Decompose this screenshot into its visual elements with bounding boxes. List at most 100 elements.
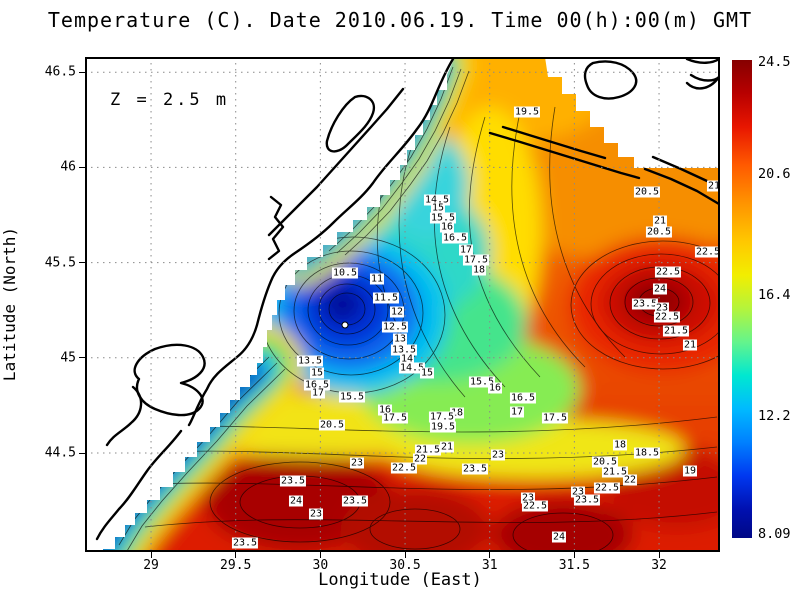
contour-label: 12 xyxy=(389,306,405,318)
contour-label: 19.5 xyxy=(429,421,457,433)
colorbar-tick-label: 8.09 xyxy=(758,526,791,542)
y-tick-label: 45.5 xyxy=(44,255,76,271)
contour-label: 21.5 xyxy=(601,466,629,478)
contour-label: 22 xyxy=(622,474,638,486)
station-marker xyxy=(341,321,349,329)
temperature-field xyxy=(85,57,720,552)
contour-label: 23.5 xyxy=(341,495,369,507)
x-tick-label: 31.5 xyxy=(558,558,591,573)
contour-label: 16 xyxy=(439,221,455,233)
contour-label: 11 xyxy=(369,273,385,285)
contour-label: 13.5 xyxy=(296,355,324,367)
x-tick-label: 29.5 xyxy=(220,558,252,573)
x-tick-label: 32 xyxy=(651,558,667,573)
contour-label: 23.5 xyxy=(231,537,259,549)
contour-label: 17 xyxy=(310,387,326,399)
y-tick-label: 45 xyxy=(60,350,76,366)
map-canvas xyxy=(85,57,720,552)
contour-label: 13 xyxy=(392,333,408,345)
contour-label: 19 xyxy=(682,465,698,477)
y-tick-mark xyxy=(79,166,85,168)
chart-title: Temperature (C). Date 2010.06.19. Time 0… xyxy=(47,8,753,32)
contour-label: 15.5 xyxy=(338,391,366,403)
contour-label: 23.5 xyxy=(279,475,307,487)
contour-label: 18 xyxy=(471,264,487,276)
x-tick-label: 30 xyxy=(312,558,329,573)
contour-label: 23.5 xyxy=(631,298,659,310)
y-tick-mark xyxy=(79,452,85,454)
contour-label: 15.5 xyxy=(429,212,457,224)
contour-label: 22.5 xyxy=(694,246,720,258)
contour-label: 12.5 xyxy=(381,321,409,333)
contour-label: 13.5 xyxy=(390,344,418,356)
contour-label: 15 xyxy=(309,367,325,379)
x-tick-mark xyxy=(319,552,321,558)
contour-label: 21 xyxy=(652,215,668,227)
contour-label: 22.5 xyxy=(654,266,682,278)
contour-label: 15 xyxy=(419,367,435,379)
contour-label: 21.5 xyxy=(414,444,442,456)
y-tick-mark xyxy=(79,71,85,73)
contour-label: 14 xyxy=(399,353,415,365)
colorbar-tick-label: 24.5 xyxy=(758,54,791,70)
contour-label: 17.5 xyxy=(462,254,490,266)
contour-label: 23 xyxy=(570,486,586,498)
contour-label: 15 xyxy=(430,202,446,214)
contour-label: 23 xyxy=(308,508,324,520)
contour-label: 16.5 xyxy=(441,232,469,244)
y-axis-label: Latitude (North) xyxy=(0,226,19,382)
contour-label: 20.5 xyxy=(645,226,673,238)
contour-label: 17.5 xyxy=(381,412,409,424)
colorbar-tick-label: 12.2 xyxy=(758,407,791,424)
x-tick-label: 29 xyxy=(143,558,159,573)
contour-label: 23 xyxy=(654,302,670,314)
x-tick-label: 31 xyxy=(481,558,498,573)
contour-label: 23.5 xyxy=(573,494,601,506)
colorbar-tick-label: 16.4 xyxy=(758,286,791,303)
contour-label: 16.5 xyxy=(509,392,537,404)
contour-label: 22.5 xyxy=(653,311,681,323)
contour-label: 22.5 xyxy=(390,462,418,474)
contour-labels-layer: 19.5 20.5 21 21 20.5 22.5 22.5 24 23.5 23 22.5 21.5… xyxy=(85,57,720,552)
x-tick-mark xyxy=(573,552,575,558)
contour-label: 14.5 xyxy=(398,362,426,374)
contour-label: 14.5 xyxy=(423,194,451,206)
x-tick-mark xyxy=(404,552,406,558)
contour-label: 23 xyxy=(490,449,506,461)
x-tick-mark xyxy=(489,552,491,558)
contour-label: 11.5 xyxy=(372,292,400,304)
contour-label: 17 xyxy=(509,406,525,418)
contour-label: 21 xyxy=(682,339,698,351)
contour-label: 23.5 xyxy=(461,463,489,475)
contour-label: 23 xyxy=(349,457,365,469)
contour-label: 24 xyxy=(288,495,304,507)
land xyxy=(85,57,720,552)
contour-label: 18 xyxy=(612,439,628,451)
contour-label: 20.5 xyxy=(591,456,619,468)
coastline xyxy=(95,57,720,541)
contour-label: 17.5 xyxy=(541,412,569,424)
contour-label: 21 xyxy=(439,441,455,453)
x-tick-mark xyxy=(658,552,660,558)
contour-label: 18.5 xyxy=(633,447,661,459)
colorbar-tick-label: 20.6 xyxy=(758,166,791,183)
contour-label: 17 xyxy=(458,244,474,256)
contour-label: 16 xyxy=(377,404,393,416)
contour-label: 22.5 xyxy=(521,500,549,512)
contour-label: 20.5 xyxy=(633,186,661,198)
x-tick-mark xyxy=(150,552,152,558)
y-tick-label: 46 xyxy=(60,159,76,175)
y-tick-mark xyxy=(79,262,85,264)
y-tick-mark xyxy=(79,357,85,359)
colorbar xyxy=(732,60,752,538)
y-tick-label: 44.5 xyxy=(44,445,76,461)
contour-label: 17.5 xyxy=(428,411,456,423)
contour-label: 24 xyxy=(652,283,668,295)
contour-label: 18 xyxy=(449,407,465,419)
contour-label: 16.5 xyxy=(303,379,331,391)
contour-label: 15.5 xyxy=(468,376,496,388)
contour-label: 22 xyxy=(412,453,428,465)
contour-label: 10.5 xyxy=(331,267,359,279)
contour-label: 21.5 xyxy=(662,325,690,337)
